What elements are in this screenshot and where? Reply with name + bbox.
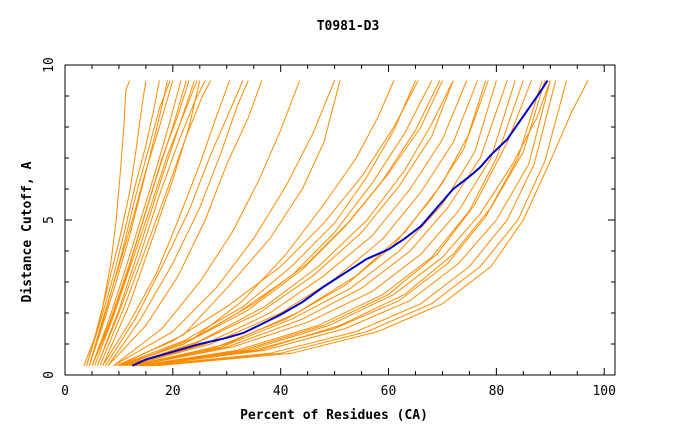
series-line-11 xyxy=(88,80,171,366)
series-line-34 xyxy=(135,80,516,367)
series-line-5 xyxy=(88,80,174,366)
highlight-series-line xyxy=(131,79,549,367)
series-line-7 xyxy=(91,80,190,366)
series-line-38 xyxy=(145,80,551,367)
series-line-22 xyxy=(124,80,395,367)
x-tick-label: 20 xyxy=(165,384,181,399)
series-line-28 xyxy=(121,80,441,367)
series-line-36 xyxy=(140,80,532,367)
x-tick-label: 0 xyxy=(61,384,69,399)
series-line-17 xyxy=(107,80,263,367)
series-line-24 xyxy=(118,80,416,367)
series-line-27 xyxy=(124,80,454,367)
series-line-21 xyxy=(118,80,341,367)
series-line-39 xyxy=(145,80,557,367)
y-tick-labels: 0 5 10 xyxy=(42,57,57,379)
series-line-45 xyxy=(143,80,551,367)
series-line-14 xyxy=(96,80,195,366)
series-line-31 xyxy=(129,80,487,367)
x-tick-label: 80 xyxy=(489,384,505,399)
x-tick-label: 40 xyxy=(273,384,289,399)
series-line-43 xyxy=(134,80,489,367)
series-line-42 xyxy=(148,80,546,367)
series-line-41 xyxy=(156,80,589,367)
series-line-40 xyxy=(151,80,567,367)
x-tick-labels: 0 20 40 60 80 100 xyxy=(61,384,616,399)
series-line-26 xyxy=(124,80,443,367)
series-line-8 xyxy=(94,80,198,366)
series-line-33 xyxy=(135,80,508,367)
series-line-32 xyxy=(132,80,497,367)
series-line-20 xyxy=(113,80,336,367)
chart-title: T0981-D3 xyxy=(317,19,380,34)
series-line-18 xyxy=(107,80,249,366)
series-line-25 xyxy=(115,80,419,367)
axis-ticks xyxy=(64,64,615,376)
x-axis-label: Percent of Residues (CA) xyxy=(240,408,428,423)
series-line-13 xyxy=(102,80,201,366)
series-line-29 xyxy=(129,80,468,367)
x-tick-label: 100 xyxy=(592,384,615,399)
x-tick-label: 60 xyxy=(381,384,397,399)
series-line-35 xyxy=(137,80,524,367)
y-tick-label: 5 xyxy=(42,216,57,224)
series-line-12 xyxy=(99,80,212,366)
series-line-44 xyxy=(126,80,454,367)
series-line-37 xyxy=(140,80,543,367)
series-line-4 xyxy=(88,80,168,366)
series-lines xyxy=(83,80,589,367)
y-tick-label: 10 xyxy=(42,57,57,73)
y-tick-label: 0 xyxy=(42,371,57,379)
series-line-15 xyxy=(102,80,230,366)
series-line-3 xyxy=(86,80,160,366)
series-line-10 xyxy=(91,80,187,366)
series-line-2 xyxy=(86,80,147,366)
series-line-19 xyxy=(113,80,301,367)
series-line-16 xyxy=(104,80,244,366)
series-line-6 xyxy=(91,80,182,366)
y-axis-label: Distance Cutoff, A xyxy=(20,161,35,302)
